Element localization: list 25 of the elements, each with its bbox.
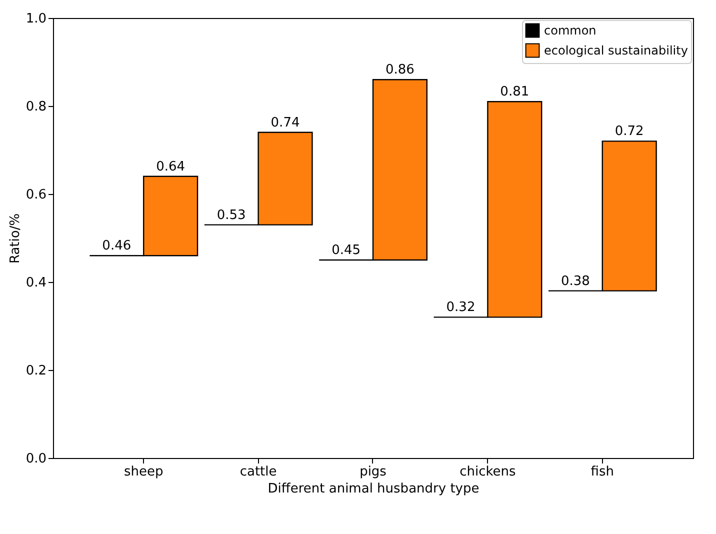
x-tick-label: chickens [460, 464, 516, 480]
y-tick-label: 0.4 [26, 276, 46, 290]
data-label: 0.46 [102, 238, 132, 254]
legend-label: common [544, 24, 596, 38]
y-tick-label: 0.2 [26, 364, 46, 378]
y-tick-label: 1.0 [26, 12, 46, 26]
data-label: 0.38 [560, 274, 590, 289]
y-axis-title: Ratio/% [8, 213, 23, 264]
legend-label: ecological sustainability [544, 44, 688, 58]
data-label: 0.32 [446, 300, 476, 316]
data-label: 0.72 [614, 124, 644, 140]
data-label: 0.81 [500, 84, 530, 100]
y-tick-label: 0.0 [26, 452, 46, 466]
data-label: 0.86 [385, 62, 414, 78]
data-label: 0.64 [156, 159, 186, 174]
data-label: 0.74 [270, 115, 300, 130]
data-label: 0.53 [216, 208, 246, 223]
x-tick-label: fish [590, 464, 614, 480]
y-tick-label: 0.6 [26, 188, 46, 202]
x-tick-label: cattle [240, 464, 277, 480]
x-tick-label: pigs [360, 464, 387, 480]
x-tick-label: sheep [124, 464, 164, 480]
y-tick-label: 0.8 [26, 100, 46, 114]
x-axis-title: Different animal husbandry type [268, 482, 480, 496]
data-label: 0.45 [332, 243, 361, 258]
